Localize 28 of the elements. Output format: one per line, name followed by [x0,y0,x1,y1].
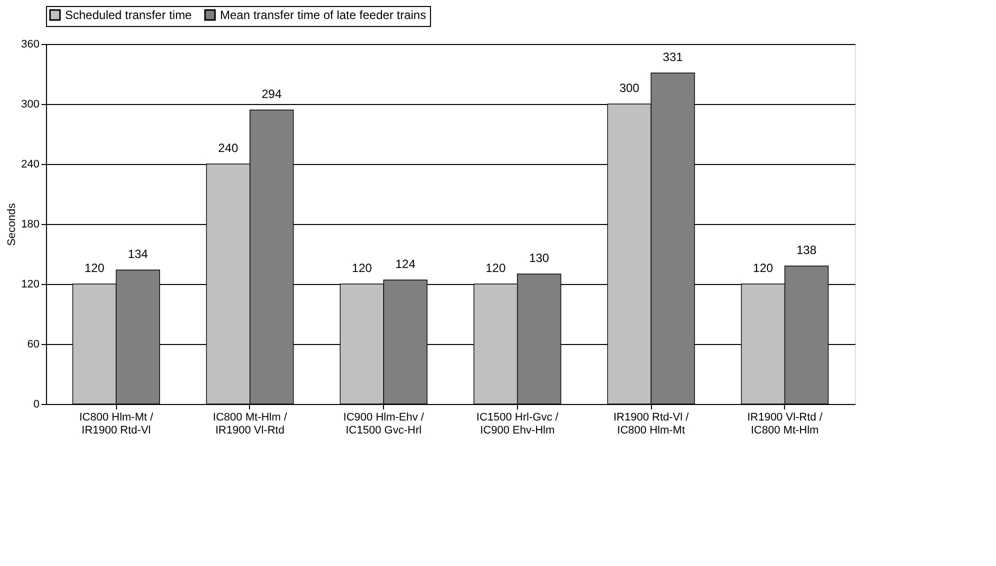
y-tick-label: 300 [21,98,40,110]
y-axis-title: Seconds [6,202,18,246]
x-tick-label: IR1900 Rtd-Vl / IC800 Hlm-Mt [613,412,690,436]
data-label: 331 [662,50,684,64]
x-tick-label: IC1500 Hrl-Gvc / IC900 Ehv-Hlm [476,412,560,436]
data-label: 300 [619,81,640,95]
data-label: 240 [218,141,239,155]
x-tick-label: IC800 Mt-Hlm / IR1900 Vl-Rtd [212,412,288,436]
y-tick-label: 360 [21,38,40,50]
data-label: 130 [529,251,550,265]
legend-label: Mean transfer time of late feeder trains [220,8,426,22]
data-label: 120 [486,261,506,275]
data-label: 120 [753,261,774,275]
data-label: 124 [395,257,416,271]
x-tick-label: IR1900 Vl-Rtd / IC800 Mt-Hlm [747,412,824,436]
y-tick-label: 0 [33,398,40,410]
y-tick-label: 120 [21,278,40,290]
data-label: 138 [796,243,817,257]
legend-label: Scheduled transfer time [65,8,192,22]
data-label: 120 [84,261,105,275]
x-tick-label: IC800 Hlm-Mt / IR1900 Rtd-Vl [79,412,154,436]
data-label: 120 [352,261,372,275]
y-tick-label: 180 [21,218,40,230]
y-tick-label: 60 [27,338,40,350]
x-tick-label: IC900 Hlm-Ehv / IC1500 Gvc-Hrl [343,412,425,436]
y-tick-label: 240 [21,158,40,170]
data-label: 134 [128,247,148,261]
data-label: 294 [262,87,282,101]
